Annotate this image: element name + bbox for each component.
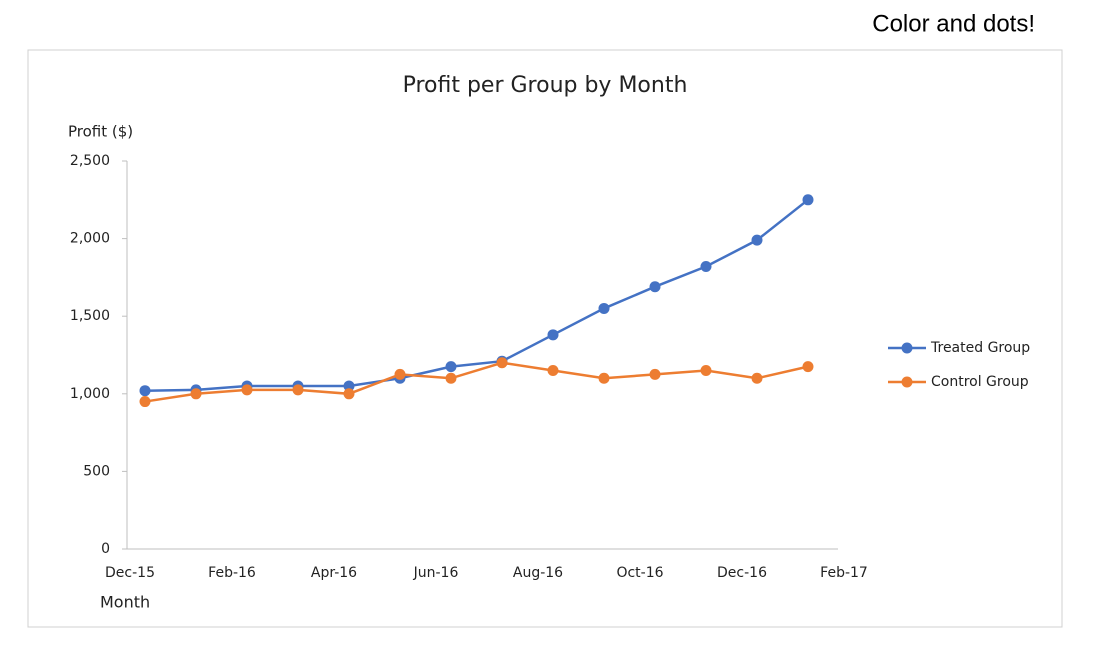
data-point (649, 281, 661, 293)
legend-label: Treated Group (930, 340, 1030, 356)
data-point (343, 380, 355, 392)
data-point (445, 361, 457, 373)
data-point (241, 384, 253, 396)
data-point (649, 368, 661, 380)
data-point (700, 261, 712, 273)
data-point (343, 388, 355, 400)
note: Color and dots! (872, 10, 1035, 37)
y-tick-label: 1,000 (70, 386, 110, 402)
y-tick-label: 0 (101, 541, 110, 557)
data-point (802, 361, 814, 373)
data-point (547, 329, 559, 341)
x-tick-label: Dec-16 (717, 565, 767, 581)
data-point (598, 302, 610, 314)
y-tick-label: 1,500 (70, 308, 110, 324)
x-tick-label: Aug-16 (513, 565, 563, 581)
y-tick-label: 2,000 (70, 231, 110, 247)
chart-title: Profit per Group by Month (403, 73, 688, 98)
x-tick-label: Jun-16 (413, 565, 459, 581)
x-tick-label: Dec-15 (105, 565, 155, 581)
data-point (445, 372, 457, 384)
x-axis-label: Month (100, 593, 150, 612)
series-line (144, 198, 809, 392)
series-line (144, 361, 809, 403)
data-point (802, 194, 814, 206)
x-tick-label: Feb-17 (820, 565, 868, 581)
data-point (139, 396, 151, 408)
x-tick-label: Feb-16 (208, 565, 256, 581)
legend-label: Control Group (931, 374, 1029, 390)
x-tick-label: Oct-16 (616, 565, 663, 581)
data-point (190, 388, 202, 400)
data-point (700, 365, 712, 377)
y-tick-label: 500 (83, 463, 110, 479)
data-point (496, 357, 508, 369)
data-point (598, 372, 610, 384)
data-point (751, 372, 763, 384)
legend-marker (901, 376, 913, 388)
y-tick-label: 2,500 (70, 153, 110, 169)
x-tick-label: Apr-16 (311, 565, 357, 581)
legend-marker (901, 342, 913, 354)
data-point (139, 385, 151, 397)
data-point (547, 365, 559, 377)
data-point (751, 234, 763, 246)
data-point (394, 368, 406, 380)
y-axis-label: Profit ($) (68, 123, 133, 141)
data-point (292, 384, 304, 396)
